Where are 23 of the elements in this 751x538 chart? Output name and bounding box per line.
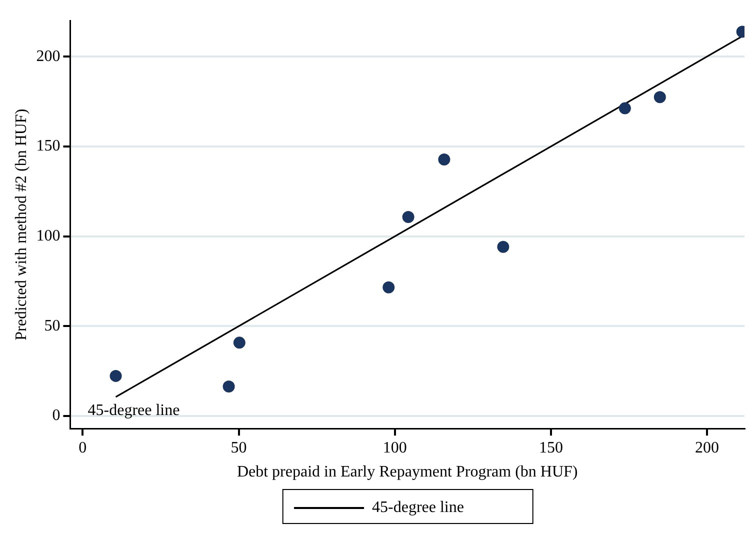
y-tick-label: 200 <box>36 48 60 65</box>
point <box>110 370 122 382</box>
y-tick-label: 100 <box>36 227 60 244</box>
point <box>654 91 666 104</box>
legend-label: 45-degree line <box>372 499 464 516</box>
point <box>222 380 235 393</box>
y-tick-label: 150 <box>36 138 60 155</box>
x-tick-label: 100 <box>382 439 407 456</box>
y-tick-label: 0 <box>52 407 60 424</box>
x-tick-label: 0 <box>78 439 87 456</box>
point <box>402 211 414 224</box>
x-tick-label: 50 <box>230 439 247 456</box>
y-axis-title: Predicted with method #2 (bn HUF) <box>12 108 30 340</box>
y-tick-label: 50 <box>44 317 60 334</box>
x-tick-label: 150 <box>538 439 563 456</box>
annotation: 45-degree line <box>88 402 180 420</box>
x-axis-title: Debt prepaid in Early Repayment Program (bn HUF) <box>236 464 578 481</box>
point <box>233 336 246 349</box>
point <box>382 281 395 294</box>
point <box>497 240 510 253</box>
point <box>618 102 631 114</box>
x-tick-label: 200 <box>695 439 720 456</box>
point <box>438 154 450 166</box>
